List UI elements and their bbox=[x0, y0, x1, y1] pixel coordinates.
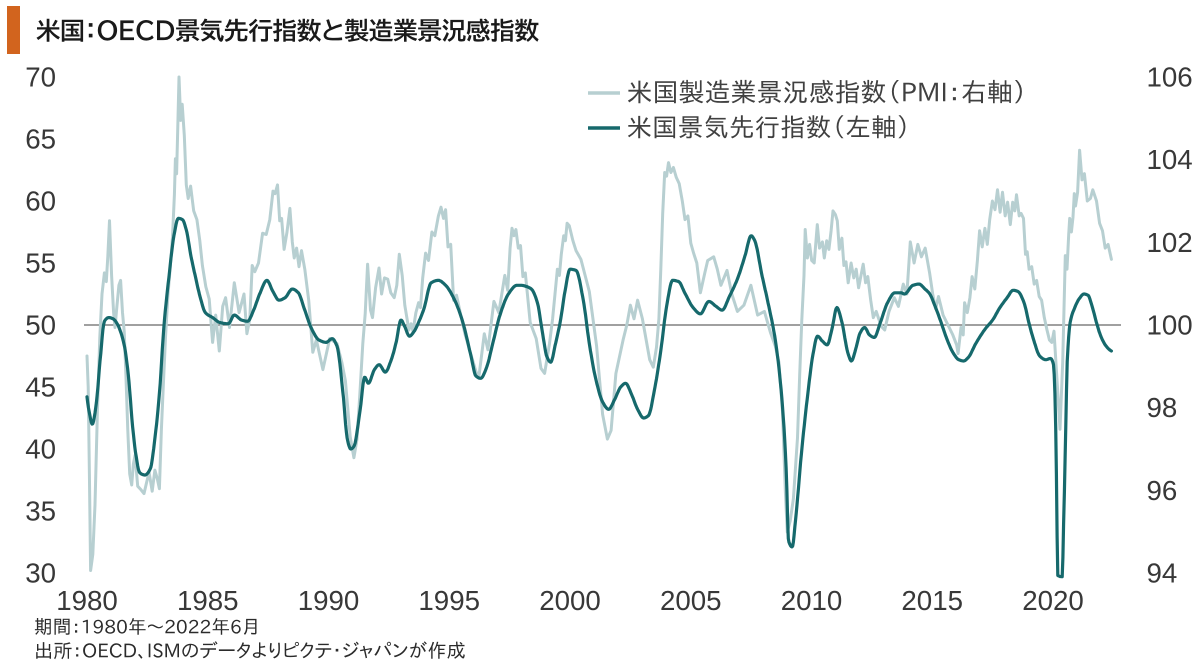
svg-text:104: 104 bbox=[1147, 144, 1193, 175]
svg-text:2000: 2000 bbox=[539, 585, 601, 616]
svg-text:1995: 1995 bbox=[418, 585, 480, 616]
svg-text:1985: 1985 bbox=[177, 585, 239, 616]
svg-text:98: 98 bbox=[1147, 392, 1178, 423]
svg-text:40: 40 bbox=[25, 434, 56, 465]
svg-text:60: 60 bbox=[25, 186, 56, 217]
svg-text:100: 100 bbox=[1147, 310, 1193, 341]
svg-text:45: 45 bbox=[25, 372, 56, 403]
svg-text:35: 35 bbox=[25, 496, 56, 527]
svg-text:70: 70 bbox=[25, 62, 56, 93]
svg-text:102: 102 bbox=[1147, 227, 1193, 258]
svg-text:2010: 2010 bbox=[781, 585, 843, 616]
svg-text:1980: 1980 bbox=[56, 585, 118, 616]
svg-text:2020: 2020 bbox=[1022, 585, 1084, 616]
svg-text:1990: 1990 bbox=[298, 585, 360, 616]
svg-text:55: 55 bbox=[25, 248, 56, 279]
svg-text:2015: 2015 bbox=[901, 585, 963, 616]
svg-text:106: 106 bbox=[1147, 62, 1193, 93]
svg-text:96: 96 bbox=[1147, 475, 1178, 506]
svg-text:50: 50 bbox=[25, 310, 56, 341]
svg-text:94: 94 bbox=[1147, 558, 1178, 589]
svg-text:2005: 2005 bbox=[660, 585, 722, 616]
svg-text:30: 30 bbox=[25, 558, 56, 589]
svg-text:65: 65 bbox=[25, 124, 56, 155]
